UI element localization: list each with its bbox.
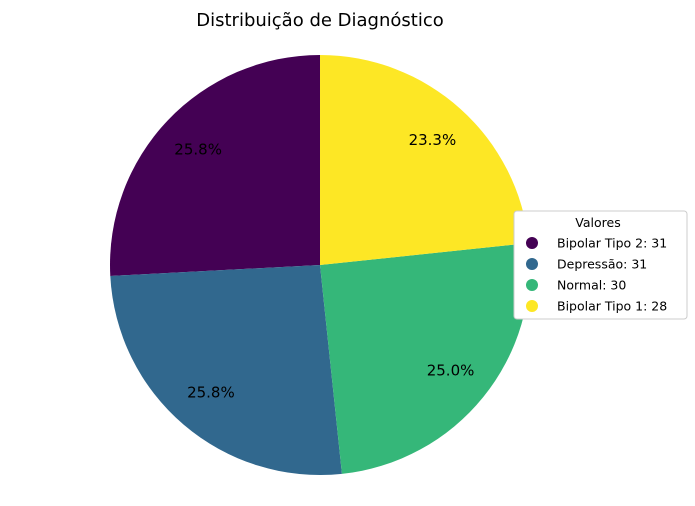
legend-label-bipolar-tipo-2: Bipolar Tipo 2: 31 bbox=[557, 236, 667, 251]
pct-label-depressao: 25.8% bbox=[187, 384, 235, 402]
legend-items: Bipolar Tipo 2: 31 Depressão: 31 Normal: 3… bbox=[526, 236, 667, 314]
legend-frame bbox=[513, 210, 688, 320]
legend-marker-normal bbox=[526, 279, 538, 291]
legend-marker-bipolar-tipo-1 bbox=[526, 300, 538, 312]
chart-title: Distribuição de Diagnóstico bbox=[196, 10, 444, 31]
legend-label-bipolar-tipo-1: Bipolar Tipo 1: 28 bbox=[557, 299, 667, 314]
slice-depressao bbox=[110, 265, 342, 475]
legend: Valores Bipolar Tipo 2: 31 Depressão: 31 N… bbox=[513, 210, 688, 320]
legend-label-depressao: Depressão: 31 bbox=[557, 257, 647, 272]
slice-bipolar-tipo-1 bbox=[320, 54, 529, 266]
slice-bipolar-tipo-2 bbox=[109, 55, 320, 276]
pct-label-bipolar-tipo-1: 23.3% bbox=[409, 131, 457, 149]
slice-normal bbox=[320, 243, 531, 474]
pct-label-bipolar-tipo-2: 25.8% bbox=[174, 140, 222, 158]
pct-label-normal: 25.0% bbox=[427, 362, 475, 380]
percentage-labels: 25.8% 25.8% 25.0% 23.3% bbox=[174, 131, 474, 402]
legend-label-normal: Normal: 30 bbox=[557, 278, 626, 293]
pie-slices bbox=[109, 54, 531, 475]
legend-title: Valores bbox=[575, 215, 620, 230]
legend-marker-depressao bbox=[526, 258, 538, 270]
legend-marker-bipolar-tipo-2 bbox=[526, 237, 538, 249]
